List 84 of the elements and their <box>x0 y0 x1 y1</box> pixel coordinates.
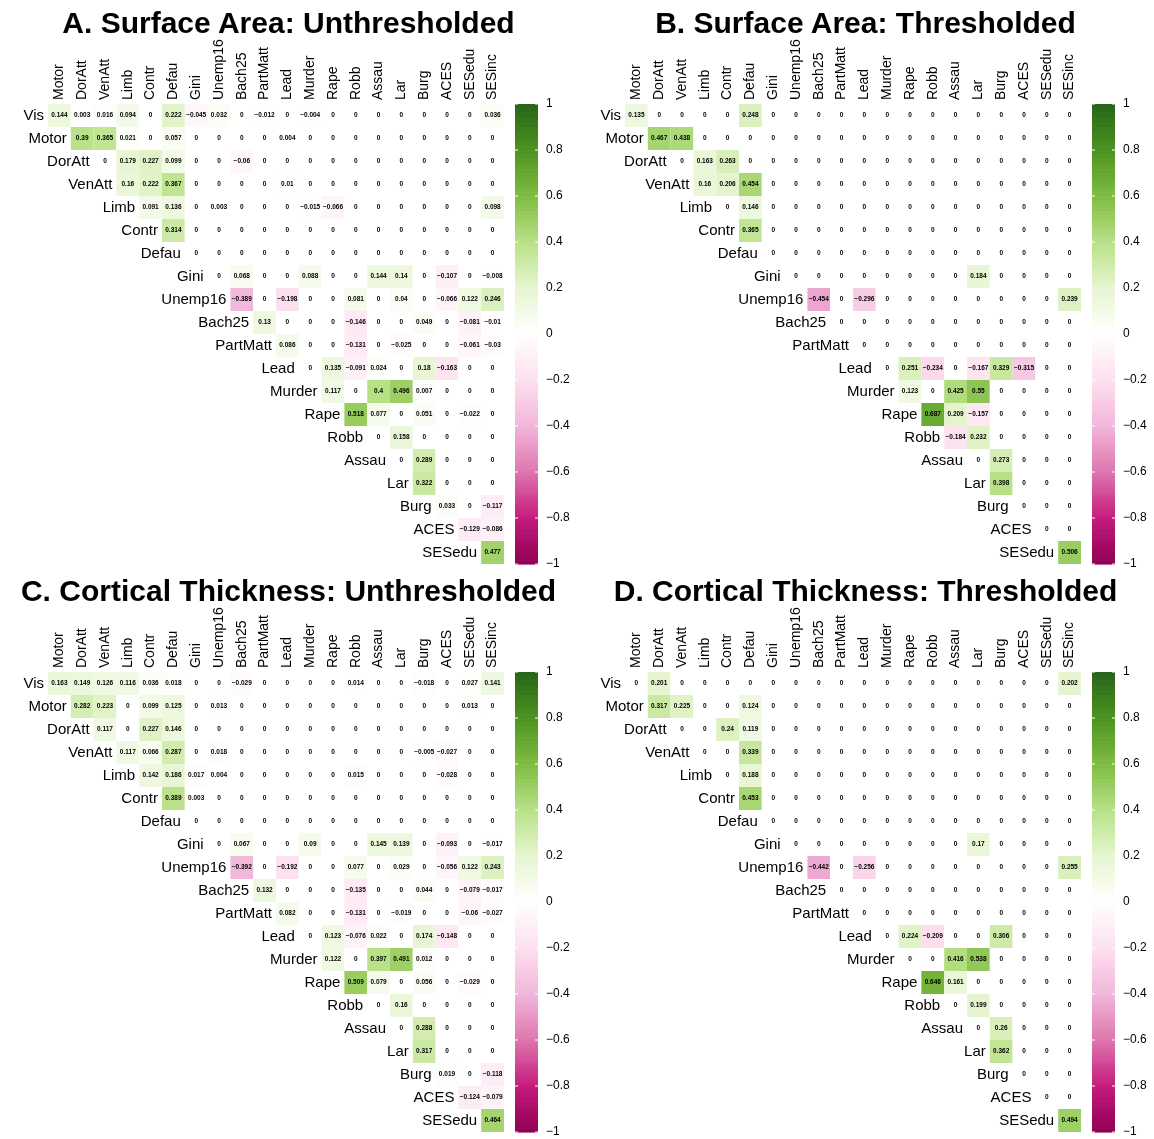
color-bar-label: 0.4 <box>546 234 564 249</box>
color-bar-label: 0 <box>546 894 553 909</box>
color-bar-label: −0.4 <box>1123 418 1148 433</box>
color-bar-label: 0.8 <box>546 142 564 157</box>
color-bar-label: 0.6 <box>546 188 564 203</box>
color-bar-label: −0.4 <box>546 986 571 1001</box>
color-bar-label: −1 <box>546 556 561 571</box>
color-bar-label: 1 <box>1123 664 1130 679</box>
color-bar-label: −1 <box>546 1124 561 1139</box>
color-bar-label: 1 <box>546 96 553 111</box>
y-tick-label: SESedu <box>999 542 1055 560</box>
color-bar-label: 0.6 <box>546 756 564 771</box>
chart-title: B. Surface Area: Thresholded <box>655 6 1076 39</box>
color-bar-label: 0 <box>1123 326 1130 341</box>
color-bar-label: 1 <box>1123 96 1130 111</box>
y-tick-label: Gini <box>176 834 204 852</box>
color-bar-label: −0.4 <box>546 418 571 433</box>
y-tick-label: ACES <box>413 1087 455 1105</box>
y-tick-label: SESedu <box>422 1110 478 1128</box>
color-bar-label: −0.8 <box>1123 1078 1148 1093</box>
y-tick-label: Lead <box>838 358 872 376</box>
color-bar-label: 0.8 <box>546 710 564 725</box>
color-bar-label: 0.2 <box>1123 848 1141 863</box>
color-bar-label: 0.8 <box>1123 142 1141 157</box>
x-tick-label: SESinc <box>483 54 500 100</box>
y-tick-label: Unemp16 <box>161 857 227 875</box>
color-bar-label: 0.4 <box>1123 234 1141 249</box>
y-tick-label: Vis <box>600 673 621 691</box>
color-bar-label: −0.2 <box>546 372 571 387</box>
y-tick-label: Gini <box>753 266 781 284</box>
x-tick-label: SESinc <box>1060 54 1077 100</box>
color-bar-label: 0 <box>1123 894 1130 909</box>
color-bar-label: 0.4 <box>546 802 564 817</box>
color-bar-label: −0.6 <box>546 464 571 479</box>
color-bar-label: 0.2 <box>546 280 564 295</box>
color-bar-label: −0.2 <box>1123 372 1148 387</box>
chart-title: A. Surface Area: Unthresholded <box>62 6 515 39</box>
y-tick-label: Motor <box>28 696 67 714</box>
chart-title: D. Cortical Thickness: Thresholded <box>613 574 1118 607</box>
color-bar-label: 0.8 <box>1123 710 1141 725</box>
color-bar-label: 1 <box>546 664 553 679</box>
color-bar-label: −1 <box>1123 556 1138 571</box>
y-tick-label: SESedu <box>422 542 478 560</box>
y-tick-label: ACES <box>990 519 1032 537</box>
y-tick-label: Murder <box>847 381 895 399</box>
color-bar-label: 0.2 <box>546 848 564 863</box>
color-bar-label: −0.6 <box>1123 1032 1148 1047</box>
color-bar-label: 0 <box>546 326 553 341</box>
color-bar-label: −0.6 <box>546 1032 571 1047</box>
y-tick-label: Unemp16 <box>738 857 804 875</box>
color-bar-label: −1 <box>1123 1124 1138 1139</box>
y-tick-label: Motor <box>28 128 67 146</box>
color-bar-label: −0.8 <box>1123 510 1148 525</box>
y-tick-label: Murder <box>847 949 895 967</box>
color-bar-label: −0.4 <box>1123 986 1148 1001</box>
x-tick-label: SESinc <box>483 622 500 668</box>
color-bar-label: −0.2 <box>546 940 571 955</box>
y-tick-label: ACES <box>413 519 455 537</box>
y-tick-label: Unemp16 <box>738 289 804 307</box>
y-tick-label: ACES <box>990 1087 1032 1105</box>
y-tick-label: Lead <box>261 926 295 944</box>
color-bar-label: −0.8 <box>546 1078 571 1093</box>
y-tick-label: Vis <box>600 105 621 123</box>
color-bar-label: −0.2 <box>1123 940 1148 955</box>
y-tick-label: Vis <box>23 105 44 123</box>
y-tick-label: Motor <box>605 128 644 146</box>
color-bar-label: −0.6 <box>1123 464 1148 479</box>
y-tick-label: Lead <box>838 926 872 944</box>
y-tick-label: Gini <box>176 266 204 284</box>
color-bar-label: 0.2 <box>1123 280 1141 295</box>
color-bar-label: 0.6 <box>1123 188 1141 203</box>
color-bar-label: 0.4 <box>1123 802 1141 817</box>
y-tick-label: Motor <box>605 696 644 714</box>
x-tick-label: SESinc <box>1060 622 1077 668</box>
color-bar-label: 0.6 <box>1123 756 1141 771</box>
y-tick-label: Murder <box>270 949 318 967</box>
y-tick-label: Lead <box>261 358 295 376</box>
chart-title: C. Cortical Thickness: Unthresholded <box>20 574 557 607</box>
y-tick-label: Unemp16 <box>161 289 227 307</box>
color-bar-label: −0.8 <box>546 510 571 525</box>
y-tick-label: Murder <box>270 381 318 399</box>
y-tick-label: Vis <box>23 673 44 691</box>
y-tick-label: SESedu <box>999 1110 1055 1128</box>
y-tick-label: Gini <box>753 834 781 852</box>
